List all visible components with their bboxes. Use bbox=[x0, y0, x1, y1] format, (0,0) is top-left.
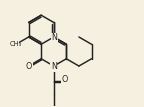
Text: O: O bbox=[61, 75, 68, 84]
Text: CH₃: CH₃ bbox=[10, 41, 22, 47]
Text: N: N bbox=[51, 33, 57, 42]
Text: O: O bbox=[26, 62, 32, 71]
Text: N: N bbox=[51, 62, 57, 71]
